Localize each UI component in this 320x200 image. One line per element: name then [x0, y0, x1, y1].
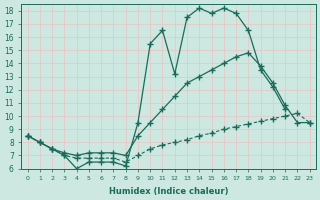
X-axis label: Humidex (Indice chaleur): Humidex (Indice chaleur)	[109, 187, 228, 196]
